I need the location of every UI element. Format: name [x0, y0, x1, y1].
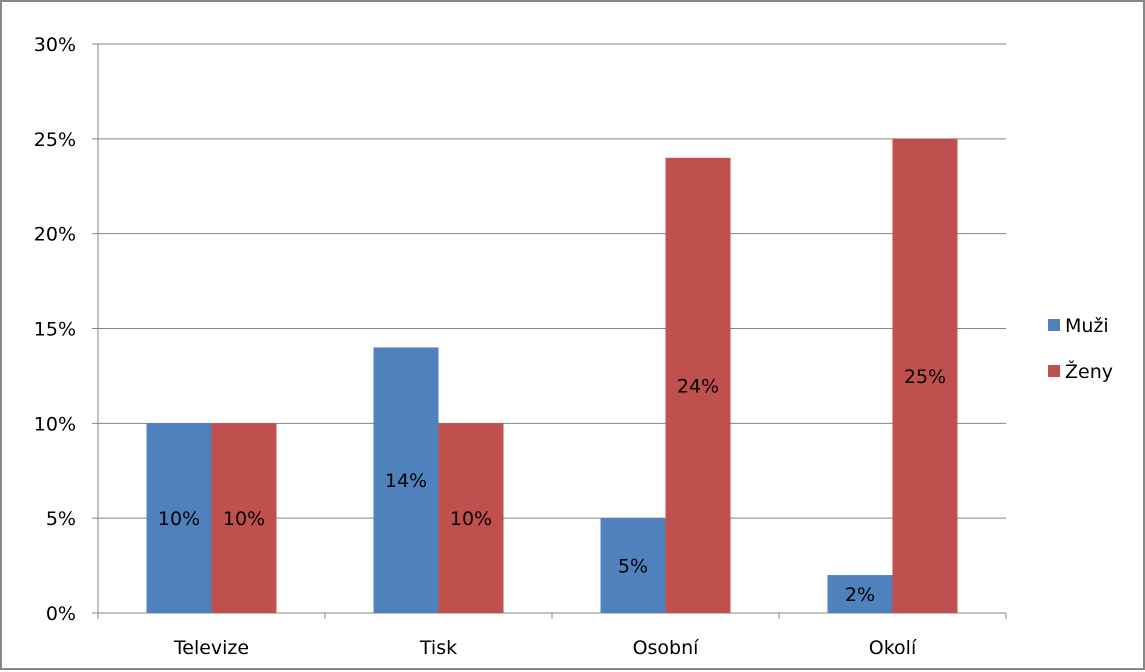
bar-ženy-3 [892, 138, 958, 614]
bar-muži-2 [600, 518, 666, 613]
data-label: 10% [450, 508, 492, 530]
y-tick-label: 15% [34, 319, 76, 341]
bar-muži-3 [827, 575, 893, 613]
data-label: 25% [904, 366, 946, 388]
data-label: 2% [845, 584, 875, 606]
bar-ženy-1 [438, 423, 504, 613]
y-tick-label: 20% [34, 224, 76, 246]
x-tick-label: Osobní [633, 637, 700, 659]
bar-muži-0 [146, 423, 212, 613]
y-tick-label: 0% [46, 603, 76, 625]
legend-swatch-0 [1048, 319, 1060, 331]
data-label: 14% [385, 470, 427, 492]
y-tick-label: 5% [46, 508, 76, 530]
x-tick-label: Okolí [869, 637, 917, 659]
bar-ženy-0 [211, 423, 277, 613]
x-tick-label: Televize [173, 637, 249, 659]
bar-ženy-2 [665, 157, 731, 614]
legend-label: Ženy [1065, 360, 1113, 383]
data-label: 10% [158, 508, 200, 530]
data-label: 24% [677, 375, 719, 397]
x-tick-label: Tisk [419, 637, 457, 659]
legend-label: Muži [1065, 315, 1109, 337]
y-tick-label: 30% [34, 34, 76, 56]
y-tick-label: 10% [34, 413, 76, 435]
data-label: 10% [223, 508, 265, 530]
data-label: 5% [618, 556, 648, 578]
bar-muži-1 [373, 347, 439, 613]
y-tick-label: 25% [34, 129, 76, 151]
legend-swatch-1 [1048, 365, 1060, 377]
